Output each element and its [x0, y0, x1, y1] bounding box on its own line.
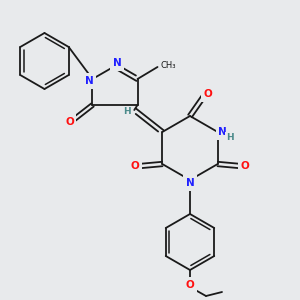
Text: CH₃: CH₃	[160, 61, 176, 70]
Text: N: N	[186, 178, 194, 188]
Text: O: O	[186, 280, 194, 290]
Text: N: N	[85, 76, 94, 86]
Text: N: N	[218, 127, 227, 137]
Text: O: O	[65, 117, 74, 127]
Text: O: O	[240, 161, 249, 171]
Text: H: H	[124, 107, 131, 116]
Text: N: N	[112, 58, 122, 68]
Text: H: H	[226, 134, 233, 142]
Text: O: O	[131, 161, 140, 171]
Text: O: O	[204, 89, 212, 99]
